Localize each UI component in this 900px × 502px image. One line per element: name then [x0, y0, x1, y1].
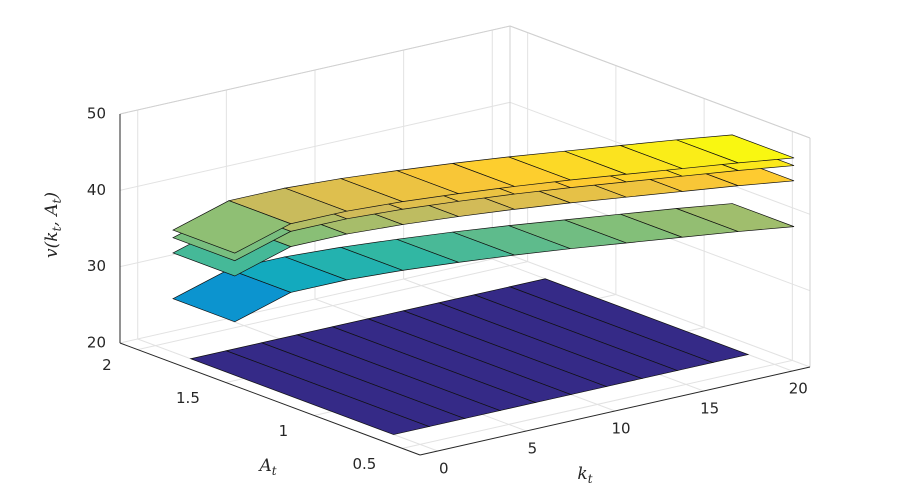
box-edge	[509, 25, 811, 139]
grid-line	[119, 101, 511, 191]
x-tick-label: 20	[789, 380, 808, 398]
z-axis-label-part: )	[42, 192, 62, 200]
y-axis	[119, 342, 421, 456]
x-axis-label-part: k	[577, 464, 587, 484]
z-tick-label: 20	[87, 334, 106, 352]
x-tick-label: 5	[528, 440, 538, 458]
x-axis-label-part: t	[588, 472, 593, 486]
z-tick-label: 40	[87, 181, 106, 199]
x-tick-label: 15	[700, 400, 719, 418]
grid-line	[137, 261, 528, 351]
grid-line	[119, 254, 511, 344]
z-tick-label: 30	[87, 257, 106, 275]
y-tick-label: 0.5	[352, 455, 376, 473]
z-axis-label-part: t	[50, 199, 64, 204]
x-axis-label: kt	[577, 464, 592, 486]
z-axis-label-part: t	[50, 226, 64, 231]
y-tick-label: 1	[279, 422, 289, 440]
grid-line	[509, 254, 811, 368]
surface-patch	[172, 268, 292, 323]
box-edge	[119, 25, 511, 115]
surface-patch	[172, 200, 292, 254]
y-axis-label: At	[257, 456, 276, 478]
grid-line	[402, 359, 793, 449]
y-axis-label-part: A	[257, 456, 271, 476]
y-axis-label-part: t	[272, 464, 277, 478]
surface-patch	[189, 350, 431, 435]
x-tick-label: 10	[611, 420, 630, 438]
x-axis	[419, 366, 811, 456]
z-axis-label-part: , A	[42, 204, 62, 227]
y-tick-label: 2	[102, 356, 112, 374]
x-tick-label: 0	[439, 460, 449, 478]
y-tick-label: 1.5	[176, 389, 200, 407]
z-tick-label: 50	[87, 105, 106, 123]
z-axis-label-part: v(k	[42, 231, 62, 258]
z-axis-label: v(kt, At)	[42, 192, 64, 258]
